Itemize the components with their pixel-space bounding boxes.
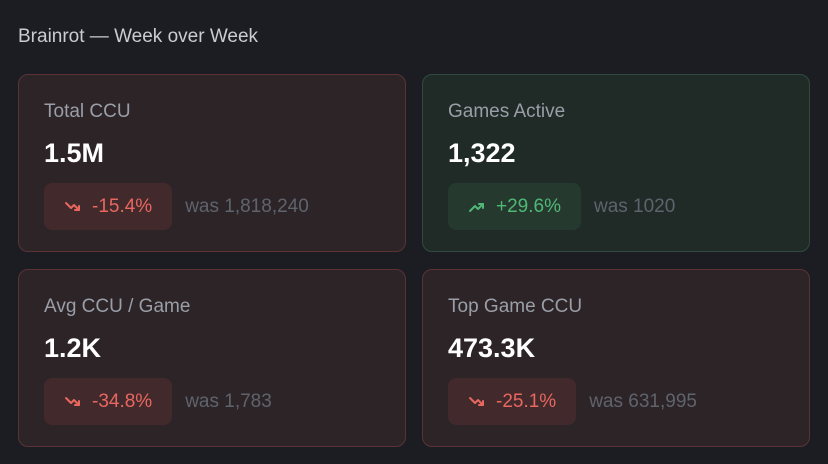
change-badge: -34.8% xyxy=(44,378,173,425)
trend-up-icon xyxy=(468,198,486,216)
metric-value: 1,322 xyxy=(448,138,516,168)
change-percent: -34.8% xyxy=(92,390,153,412)
metric-value: 473.3K xyxy=(448,333,536,363)
change-row: -15.4% was 1,818,240 xyxy=(44,183,309,230)
previous-value: was 1020 xyxy=(593,195,676,217)
change-badge: -25.1% xyxy=(448,378,577,425)
page-title: Brainrot — Week over Week xyxy=(18,26,259,47)
metric-label: Top Game CCU xyxy=(448,296,583,317)
trend-down-icon xyxy=(64,393,82,411)
change-row: +29.6% was 1020 xyxy=(448,183,675,230)
change-percent: -25.1% xyxy=(496,390,557,412)
previous-value: was 1,783 xyxy=(185,390,272,412)
metric-value: 1.2K xyxy=(44,333,102,363)
change-badge: +29.6% xyxy=(448,183,581,230)
metric-card: Total CCU 1.5M -15.4% was 1,818,240 xyxy=(18,74,406,252)
trend-down-icon xyxy=(64,198,82,216)
metric-value: 1.5M xyxy=(44,138,105,168)
metric-card: Top Game CCU 473.3K -25.1% was 631,995 xyxy=(422,269,810,447)
previous-value: was 631,995 xyxy=(589,390,697,412)
metric-label: Total CCU xyxy=(44,101,131,122)
card-grid: Total CCU 1.5M -15.4% was 1,818,240 Games Ac… xyxy=(18,74,810,447)
metric-card: Avg CCU / Game 1.2K -34.8% was 1,783 xyxy=(18,269,406,447)
change-row: -25.1% was 631,995 xyxy=(448,378,697,425)
metric-label: Games Active xyxy=(448,101,566,122)
change-percent: +29.6% xyxy=(496,195,561,217)
previous-value: was 1,818,240 xyxy=(185,195,309,217)
change-row: -34.8% was 1,783 xyxy=(44,378,272,425)
trend-down-icon xyxy=(468,393,486,411)
change-badge: -15.4% xyxy=(44,183,173,230)
change-percent: -15.4% xyxy=(92,195,153,217)
metric-card: Games Active 1,322 +29.6% was 1020 xyxy=(422,74,810,252)
metric-label: Avg CCU / Game xyxy=(44,296,191,317)
